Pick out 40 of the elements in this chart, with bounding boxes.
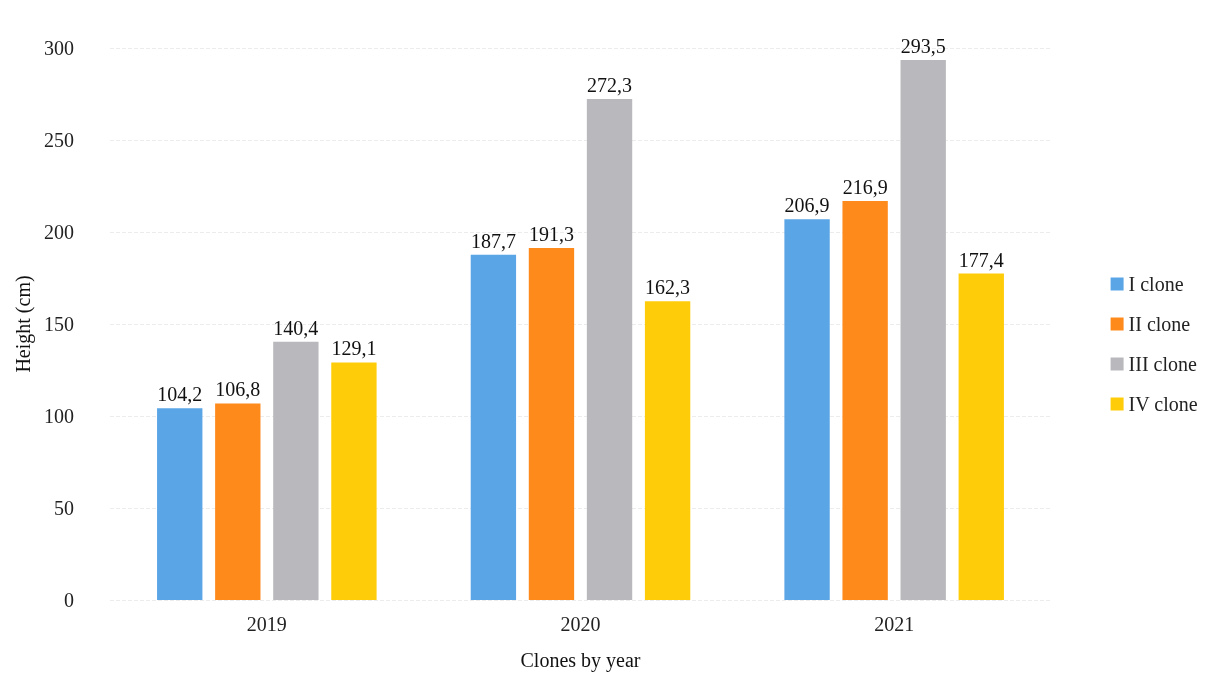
data-label: 106,8 — [215, 378, 261, 401]
x-axis-title: Clones by year — [520, 649, 641, 672]
data-label: 129,1 — [331, 337, 377, 360]
y-tick-label: 0 — [64, 589, 74, 611]
bar — [958, 273, 1004, 600]
x-tick-label: 2019 — [246, 613, 287, 635]
data-label: 187,7 — [470, 229, 516, 252]
y-tick-label: 200 — [44, 221, 74, 243]
legend-label: III clone — [1128, 353, 1197, 375]
bar — [900, 59, 946, 600]
data-label: 216,9 — [842, 175, 888, 198]
bar — [528, 248, 575, 600]
bar — [644, 301, 691, 600]
data-label: 293,5 — [900, 34, 946, 57]
x-tick-label: 2021 — [874, 613, 915, 635]
legend-label: II clone — [1128, 313, 1191, 335]
bar — [784, 219, 830, 600]
legend-label: IV clone — [1128, 393, 1198, 415]
bar — [157, 408, 203, 600]
bar — [215, 403, 261, 600]
data-label: 191,3 — [528, 223, 574, 246]
data-label: 177,4 — [958, 248, 1004, 271]
bar — [842, 200, 888, 600]
bar — [470, 254, 517, 600]
bar — [273, 341, 319, 600]
data-label: 162,3 — [645, 276, 691, 299]
data-label: 104,2 — [157, 383, 203, 406]
y-tick-label: 250 — [44, 129, 74, 151]
y-axis-title: Height (cm) — [12, 275, 36, 373]
y-tick-label: 150 — [44, 313, 74, 335]
x-tick-label: 2020 — [560, 613, 601, 635]
data-label: 140,4 — [273, 316, 319, 339]
y-tick-label: 50 — [54, 497, 74, 519]
data-label: 272,3 — [587, 73, 633, 96]
y-tick-label: 100 — [44, 405, 74, 427]
data-label: 206,9 — [784, 194, 830, 217]
y-tick-label: 300 — [44, 37, 74, 59]
legend-label: I clone — [1128, 273, 1184, 295]
bar — [331, 362, 377, 600]
bar — [586, 98, 633, 600]
